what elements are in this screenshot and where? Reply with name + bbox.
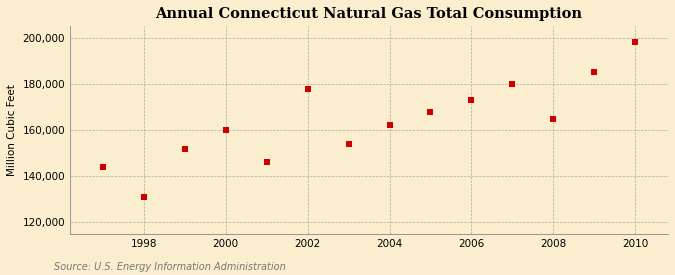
Point xyxy=(384,123,395,128)
Y-axis label: Million Cubic Feet: Million Cubic Feet xyxy=(7,84,17,176)
Point xyxy=(180,146,190,151)
Point xyxy=(548,116,559,121)
Point xyxy=(302,86,313,91)
Point xyxy=(97,165,108,169)
Point xyxy=(466,98,477,102)
Point xyxy=(589,70,599,75)
Title: Annual Connecticut Natural Gas Total Consumption: Annual Connecticut Natural Gas Total Con… xyxy=(155,7,583,21)
Point xyxy=(343,142,354,146)
Text: Source: U.S. Energy Information Administration: Source: U.S. Energy Information Administ… xyxy=(54,262,286,272)
Point xyxy=(630,40,641,45)
Point xyxy=(220,128,231,132)
Point xyxy=(425,109,436,114)
Point xyxy=(261,160,272,165)
Point xyxy=(138,195,149,199)
Point xyxy=(507,82,518,86)
